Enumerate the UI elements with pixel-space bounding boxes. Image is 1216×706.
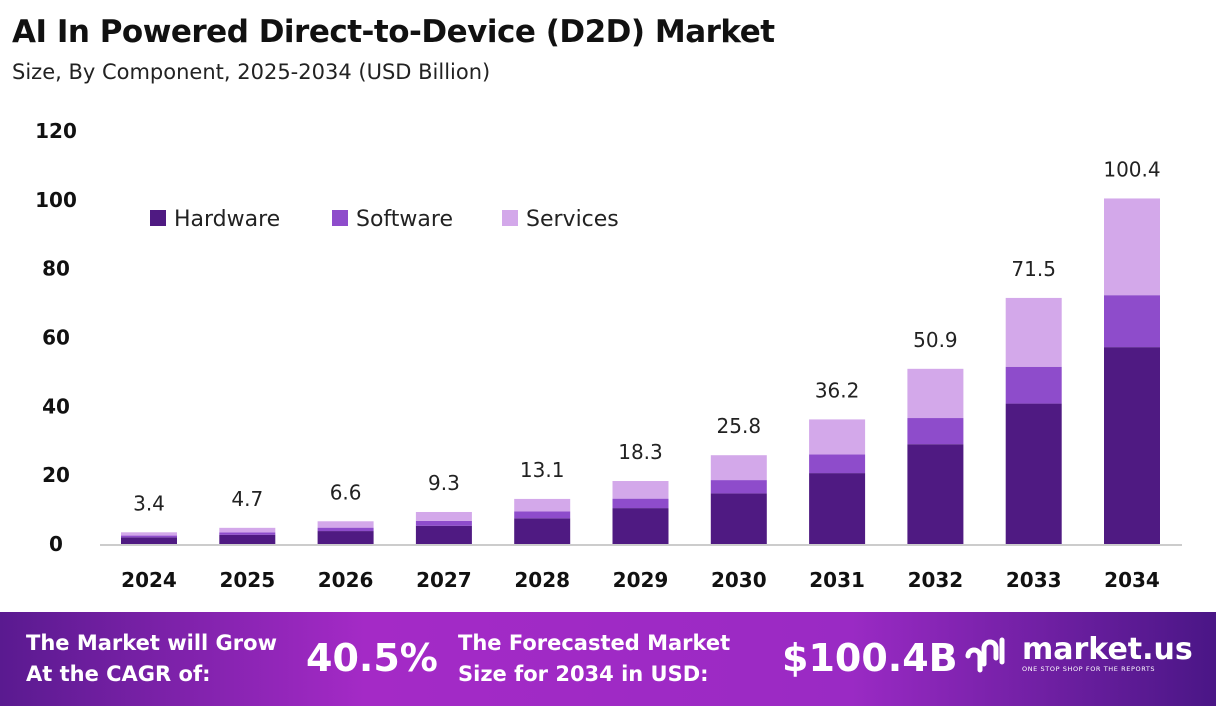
logo-icon xyxy=(965,637,1005,673)
bar-segment-services xyxy=(514,498,571,512)
bar-segment-hardware xyxy=(219,534,276,544)
bar-segment-services xyxy=(907,368,964,419)
bar-segment-software xyxy=(121,535,177,538)
legend-label-software: Software xyxy=(356,207,453,232)
x-tick-label: 2028 xyxy=(514,568,570,592)
y-tick-label: 40 xyxy=(42,394,70,418)
bar-segment-software xyxy=(1104,295,1160,348)
legend-label-hardware: Hardware xyxy=(174,207,280,232)
legend-label-services: Services xyxy=(526,207,619,232)
x-tick-label: 2033 xyxy=(1006,568,1062,592)
size-label: The Forecasted Market Size for 2034 in U… xyxy=(458,628,730,690)
x-tick-label: 2032 xyxy=(908,568,964,592)
bar-segment-hardware xyxy=(809,473,866,544)
legend-swatch-software xyxy=(332,210,348,226)
y-tick-label: 120 xyxy=(35,119,77,143)
bar-segment-software xyxy=(219,532,276,535)
bar-segment-hardware xyxy=(612,508,669,544)
y-tick-label: 20 xyxy=(42,463,70,487)
cagr-label-line2: At the CAGR of: xyxy=(26,662,211,686)
logo-text: market.us xyxy=(1022,632,1193,667)
market-us-logo: market.us ONE STOP SHOP FOR THE REPORTS xyxy=(964,634,1193,674)
bar-segment-hardware xyxy=(710,493,767,544)
cagr-label-line1: The Market will Grow xyxy=(26,631,277,655)
x-tick-label: 2025 xyxy=(219,568,275,592)
cagr-value: 40.5% xyxy=(306,636,438,680)
size-label-line2: Size for 2034 in USD: xyxy=(458,662,709,686)
x-tick-label: 2034 xyxy=(1104,568,1160,592)
bar-segment-software xyxy=(415,520,472,526)
bar-segment-services xyxy=(710,455,767,481)
bar-segment-hardware xyxy=(317,531,374,544)
y-tick-label: 100 xyxy=(35,188,77,212)
bar-total-label: 50.9 xyxy=(913,328,958,352)
bar-segment-software xyxy=(317,527,374,532)
legend-swatch-services xyxy=(502,210,518,226)
bar-total-label: 3.4 xyxy=(133,491,165,515)
x-tick-label: 2031 xyxy=(809,568,865,592)
bar-segment-software xyxy=(514,511,571,519)
x-tick-label: 2024 xyxy=(121,568,177,592)
bar-segment-software xyxy=(612,498,669,509)
bar-segment-services xyxy=(121,532,177,536)
bar-segment-hardware xyxy=(121,537,177,544)
size-label-line1: The Forecasted Market xyxy=(458,631,731,655)
x-tick-label: 2027 xyxy=(416,568,472,592)
bar-segment-hardware xyxy=(1104,347,1160,544)
bar-chart: 0 20 40 60 80 100 120 3.4 2024 4.7 2025 6.6 2026 9.3 2… xyxy=(35,119,1182,592)
bar-segment-services xyxy=(415,511,472,521)
y-tick-label: 0 xyxy=(49,532,63,556)
bar-segment-hardware xyxy=(514,518,571,544)
bar-segment-software xyxy=(809,454,866,474)
bar-total-label: 100.4 xyxy=(1103,157,1160,181)
bar-total-label: 71.5 xyxy=(1011,257,1056,281)
bar-segment-software xyxy=(907,418,964,445)
bar-total-label: 18.3 xyxy=(618,440,663,464)
size-value: $100.4B xyxy=(782,636,958,680)
bar-total-label: 9.3 xyxy=(428,471,460,495)
bar-segment-software xyxy=(1005,366,1062,404)
bar-total-label: 25.8 xyxy=(717,414,762,438)
bar-segment-services xyxy=(317,521,374,528)
bar-segment-services xyxy=(219,527,276,533)
bar-total-label: 13.1 xyxy=(520,458,565,482)
chart-subtitle: Size, By Component, 2025-2034 (USD Billi… xyxy=(12,60,491,84)
x-tick-label: 2026 xyxy=(318,568,374,592)
bar-segment-services xyxy=(1005,297,1062,367)
y-tick-label: 60 xyxy=(42,326,70,350)
chart-title: AI In Powered Direct-to-Device (D2D) Mar… xyxy=(12,14,775,50)
legend-swatch-hardware xyxy=(150,210,166,226)
bar-total-label: 4.7 xyxy=(231,487,263,511)
x-tick-label: 2030 xyxy=(711,568,767,592)
cagr-label: The Market will Grow At the CAGR of: xyxy=(26,628,277,690)
bar-total-label: 36.2 xyxy=(815,378,860,402)
bar-segment-services xyxy=(1104,198,1160,296)
footer-banner: The Market will Grow At the CAGR of: 40.… xyxy=(0,612,1216,706)
bar-total-label: 6.6 xyxy=(330,480,362,504)
logo-tagline: ONE STOP SHOP FOR THE REPORTS xyxy=(1022,665,1156,673)
y-tick-label: 80 xyxy=(42,257,70,281)
bar-segment-hardware xyxy=(415,525,472,544)
bar-segment-hardware xyxy=(1005,403,1062,544)
bar-segment-hardware xyxy=(907,444,964,544)
bar-segment-services xyxy=(809,419,866,455)
x-tick-label: 2029 xyxy=(613,568,669,592)
bar-segment-software xyxy=(710,480,767,494)
bar-segment-services xyxy=(612,481,669,499)
